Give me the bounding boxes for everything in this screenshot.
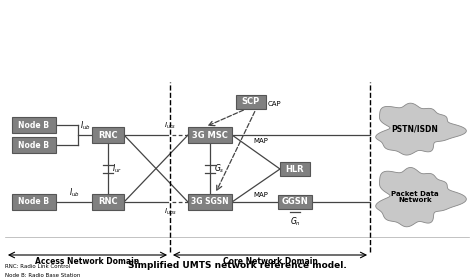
Text: $I_{ub}$: $I_{ub}$ [80,119,91,132]
FancyBboxPatch shape [278,195,312,209]
Text: Core Network Domain: Core Network Domain [223,257,318,266]
Text: GGSN: GGSN [282,198,309,206]
Text: MAP: MAP [254,138,268,144]
FancyBboxPatch shape [12,194,56,210]
Text: PSTN/ISDN: PSTN/ISDN [392,124,438,134]
FancyBboxPatch shape [92,194,124,210]
FancyBboxPatch shape [92,127,124,143]
Text: $I_{ur}$: $I_{ur}$ [112,162,122,175]
Text: Node B: Node B [18,140,49,150]
Polygon shape [376,103,466,155]
Text: 3G MSC: 3G MSC [192,130,228,140]
Text: SCP: SCP [242,98,260,106]
Text: RNC: Radio Link Control: RNC: Radio Link Control [5,264,70,269]
Polygon shape [376,168,466,227]
Text: HLR: HLR [286,165,304,173]
FancyBboxPatch shape [236,95,266,109]
Text: CAP: CAP [268,101,282,107]
FancyBboxPatch shape [280,162,310,176]
Text: Node B: Node B [18,120,49,130]
FancyBboxPatch shape [12,117,56,133]
Text: 3G SGSN: 3G SGSN [191,198,229,206]
FancyBboxPatch shape [188,127,232,143]
Text: Simplified UMTS network reference model.: Simplified UMTS network reference model. [128,260,346,270]
Text: $I_{ub}$: $I_{ub}$ [69,186,79,199]
Text: Node B: Radio Base Station: Node B: Radio Base Station [5,273,81,277]
Text: Node B: Node B [18,198,49,206]
Text: RNC: RNC [98,198,118,206]
Text: $G_n$: $G_n$ [290,216,301,229]
Text: $I_{ucs}$: $I_{ucs}$ [164,121,176,131]
Text: $I_{ups}$: $I_{ups}$ [164,206,176,217]
FancyBboxPatch shape [12,137,56,153]
Text: Packet Data
Network: Packet Data Network [391,191,439,204]
Text: $G_s$: $G_s$ [214,162,225,175]
FancyBboxPatch shape [188,194,232,210]
Text: MAP: MAP [254,192,268,198]
Text: Access Network Domain: Access Network Domain [36,257,140,266]
Text: RNC: RNC [98,130,118,140]
